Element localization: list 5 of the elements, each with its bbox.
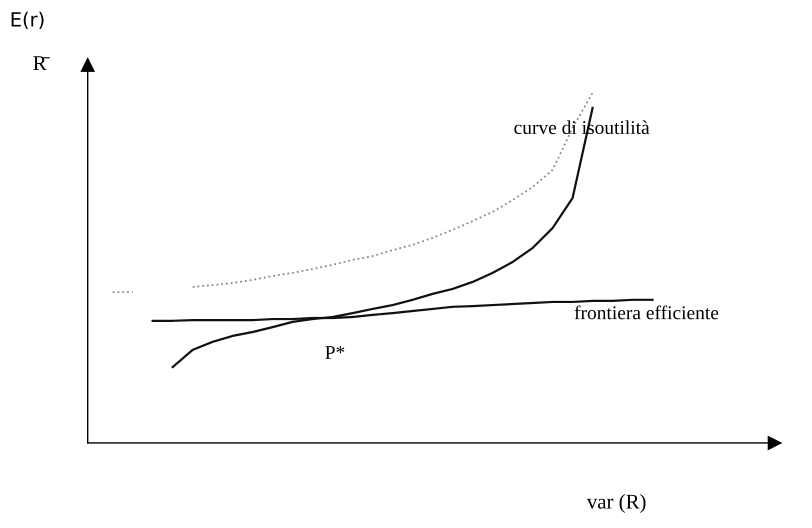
y-axis-title: R̄ (33, 56, 50, 70)
x-axis-title: var (R) (586, 494, 646, 513)
annotation: frontiera efficiente (574, 305, 718, 320)
annotation: P* (325, 346, 344, 359)
chart-title: E(r) (12, 12, 44, 30)
